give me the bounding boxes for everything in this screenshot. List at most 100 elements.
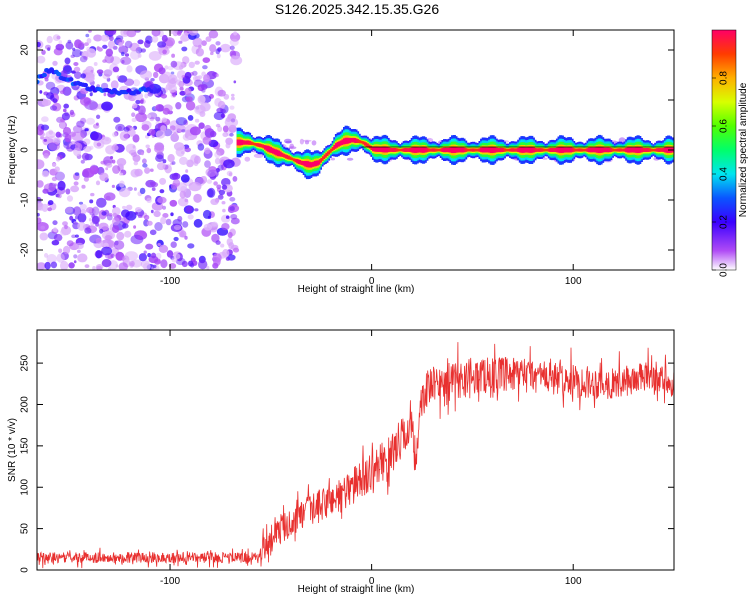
noise-blob: [48, 182, 57, 191]
noise-blob: [302, 139, 312, 142]
noise-blob: [215, 73, 219, 78]
noise-blob: [175, 117, 188, 126]
noise-blob: [44, 77, 49, 82]
noise-blob: [74, 234, 79, 238]
noise-blob: [147, 253, 152, 258]
ridge-cell: [462, 147, 466, 153]
noise-blob: [57, 180, 66, 191]
noise-blob: [139, 187, 146, 195]
x-tick-label: 100: [565, 276, 582, 287]
noise-blob: [119, 187, 131, 198]
noise-blob: [72, 125, 83, 133]
noise-blob: [157, 196, 167, 204]
noise-blob: [202, 175, 207, 181]
noise-blob: [175, 147, 185, 157]
noise-blob: [209, 130, 217, 138]
noise-blob: [229, 45, 235, 50]
noise-blob: [153, 71, 159, 79]
noise-blob: [112, 165, 121, 174]
noise-blob: [108, 212, 113, 217]
noise-blob: [222, 125, 229, 133]
noise-blob: [137, 53, 142, 58]
noise-blob: [232, 247, 240, 253]
noise-blob: [542, 157, 548, 160]
noise-blob: [52, 163, 57, 167]
noise-blob: [138, 253, 147, 262]
noise-blob: [146, 197, 152, 203]
noise-blob: [150, 78, 155, 82]
ridge-cell: [530, 147, 534, 153]
noise-blob: [162, 107, 170, 115]
noise-blob: [149, 229, 157, 236]
noise-blob: [151, 187, 156, 192]
noise-blob: [150, 252, 157, 259]
noise-blob: [71, 131, 85, 142]
noise-blob: [110, 253, 115, 258]
noise-blob: [43, 138, 48, 142]
noise-blob: [96, 197, 107, 208]
noise-blob: [216, 53, 221, 59]
noise-blob: [40, 225, 45, 230]
noise-blob: [145, 243, 154, 250]
ridge-cell: [580, 148, 584, 152]
noise-blob: [229, 228, 236, 237]
ridge-cell: [347, 137, 351, 143]
figure-title: S126.2025.342.15.35.G26: [275, 1, 439, 17]
ridge-cell: [565, 147, 569, 153]
noise-blob: [39, 90, 43, 94]
noise-blob: [144, 93, 149, 99]
noise-blob: [107, 40, 116, 49]
noise-blob: [126, 65, 133, 73]
noise-blob: [103, 192, 116, 201]
noise-blob: [60, 260, 69, 270]
noise-blob: [124, 53, 130, 57]
noise-blob: [96, 142, 102, 147]
noise-blob: [201, 40, 207, 46]
noise-blob: [89, 165, 99, 175]
noise-blob: [197, 95, 206, 104]
noise-blob: [222, 249, 230, 258]
colorbar-tick-label: 0.4: [719, 167, 730, 181]
noise-blob: [143, 80, 155, 90]
noise-blob: [91, 132, 103, 141]
noise-blob: [77, 212, 87, 223]
noise-blob: [192, 70, 198, 76]
ridge-cell: [630, 147, 634, 153]
noise-blob: [81, 152, 90, 161]
noise-blob: [132, 134, 140, 143]
y-tick-label: 10: [20, 94, 31, 106]
noise-track-cell: [145, 87, 151, 92]
noise-blob: [215, 41, 221, 46]
noise-blob: [179, 156, 188, 165]
ridge-cell: [322, 156, 326, 160]
noise-blob: [116, 158, 127, 167]
noise-blob: [176, 79, 182, 86]
noise-blob: [181, 260, 188, 268]
ridge-cell: [515, 148, 519, 152]
noise-blob: [201, 84, 208, 90]
noise-blob: [177, 215, 183, 222]
noise-blob: [52, 60, 58, 66]
noise-blob: [173, 224, 182, 231]
ridge-cell: [552, 148, 556, 152]
noise-blob: [105, 30, 117, 36]
noise-blob: [56, 35, 61, 40]
noise-blob: [299, 138, 304, 145]
y-tick-label: 0: [20, 147, 31, 153]
ridge-cell: [328, 150, 332, 153]
noise-blob: [118, 42, 123, 47]
ridge-cell: [334, 143, 339, 148]
noise-blob: [93, 34, 103, 42]
noise-blob: [231, 93, 235, 97]
noise-blob: [149, 168, 154, 172]
noise-blob: [185, 100, 196, 111]
noise-blob: [169, 125, 176, 131]
noise-blob: [214, 151, 221, 159]
noise-blob: [179, 86, 184, 91]
noise-blob: [143, 250, 147, 254]
noise-blob: [118, 262, 128, 270]
noise-blob: [215, 240, 221, 245]
noise-blob: [161, 117, 167, 123]
noise-blob: [124, 40, 133, 49]
noise-blob: [218, 189, 226, 195]
